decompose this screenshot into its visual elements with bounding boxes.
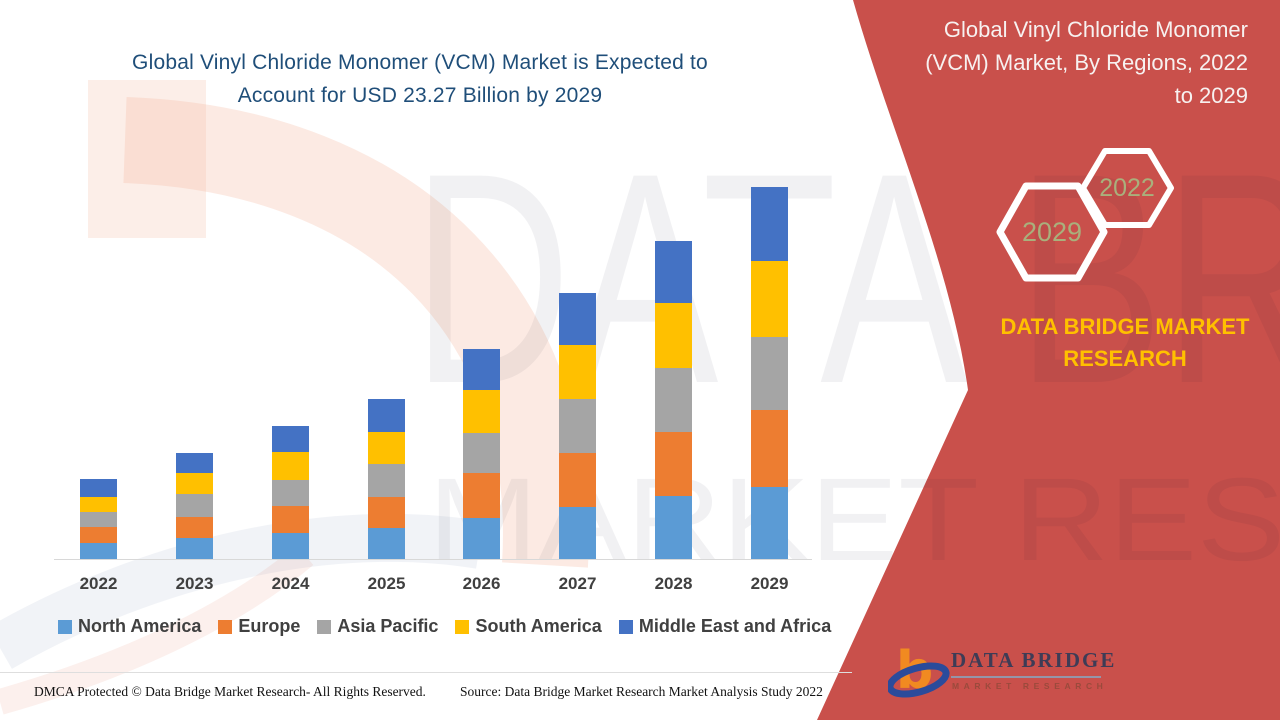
hexagon-2022: 2022 [1080,148,1174,228]
legend-label: Asia Pacific [337,616,439,636]
bar-2026 [463,348,500,559]
logo-name: DATA BRIDGE [951,648,1117,672]
bar-2022 [80,479,117,559]
bar-segment-asia-pacific [751,336,788,411]
bar-segment-north-america [559,507,596,559]
bar-segment-asia-pacific [176,494,213,517]
footer-source: Source: Data Bridge Market Research Mark… [460,684,823,699]
bar-segment-north-america [80,543,117,559]
legend-swatch [455,619,470,634]
chart-legend: North America Europe Asia Pacific South Ame… [58,616,831,637]
bar-segment-middle-east-and-africa [463,348,500,391]
bar-2029 [751,186,788,559]
bar-segment-europe [655,431,692,496]
bar-2028 [655,240,692,559]
x-axis-label-2029: 2029 [750,574,789,593]
bar-segment-asia-pacific [463,433,500,473]
bar-segment-middle-east-and-africa [559,293,596,345]
chart-title: Global Vinyl Chloride Monomer (VCM) Mark… [62,46,778,112]
legend-label: Middle East and Africa [638,616,832,636]
bar-segment-middle-east-and-africa [80,479,117,497]
bar-segment-north-america [463,518,500,559]
bar-segment-europe [751,410,788,487]
legend-swatch [58,619,72,634]
panel-title-line3: to 2029 [1174,83,1248,108]
logo-underline [951,676,1101,678]
legend-label: North America [78,616,202,636]
bar-segment-asia-pacific [655,367,692,432]
bar-2025 [368,399,405,559]
legend-item-south-america: South America [455,616,602,637]
panel-title: Global Vinyl Chloride Monomer (VCM) Mark… [876,13,1248,112]
legend-item-middle-east-and-africa: Middle East and Africa [618,616,832,637]
bar-segment-middle-east-and-africa [751,186,788,262]
x-axis-label-2022: 2022 [79,574,118,593]
hexagon-2029: 2029 [996,182,1108,282]
bar-segment-europe [80,527,117,543]
bar-segment-europe [272,506,309,534]
legend-item-europe: Europe [218,616,300,637]
bar-segment-south-america [463,390,500,434]
bar-segment-north-america [176,538,213,559]
logo-subtitle: MARKET RESEARCH [952,681,1108,691]
chart-title-line1: Global Vinyl Chloride Monomer (VCM) Mark… [132,51,708,74]
brand-text: DATA BRIDGE MARKET RESEARCH [1000,314,1250,371]
legend-label: South America [475,616,602,636]
x-axis-line [54,559,812,560]
panel-title-line1: Global Vinyl Chloride Monomer [943,17,1248,42]
bar-segment-asia-pacific [272,479,309,507]
bar-segment-europe [368,496,405,528]
legend-item-north-america: North America [58,616,201,637]
footer-copyright: DMCA Protected © Data Bridge Market Rese… [34,684,426,699]
x-axis-label-2026: 2026 [462,574,501,593]
bar-segment-asia-pacific [80,511,117,527]
bar-segment-middle-east-and-africa [272,426,309,452]
legend-label: Europe [238,616,301,636]
bar-2023 [176,452,213,559]
bar-segment-middle-east-and-africa [368,399,405,432]
bar-segment-south-america [176,473,213,495]
bar-segment-middle-east-and-africa [176,452,213,474]
legend-swatch [618,619,633,634]
x-axis-label-2023: 2023 [175,574,214,593]
bar-segment-middle-east-and-africa [655,240,692,304]
bar-segment-south-america [80,496,117,512]
bar-segment-south-america [368,431,405,464]
legend-item-asia-pacific: Asia Pacific [317,616,438,637]
logo-b-watermark [0,80,589,715]
bar-segment-north-america [655,495,692,559]
bar-segment-north-america [368,527,405,559]
bar-segment-south-america [559,344,596,400]
bar-segment-south-america [655,303,692,368]
bar-segment-europe [463,472,500,519]
legend-swatch [218,619,233,634]
svg-text:2029: 2029 [1022,217,1082,247]
bar-segment-south-america [751,261,788,337]
chart-title-line2: Account for USD 23.27 Billion by 2029 [237,84,603,107]
bar-segment-north-america [272,533,309,559]
bar-2024 [272,426,309,559]
footer-divider [0,672,852,673]
x-axis-label-2027: 2027 [558,574,597,593]
bar-segment-asia-pacific [559,399,596,453]
svg-text:2022: 2022 [1099,174,1155,202]
data-bridge-logo: b DATA BRIDGE MARKET RESEARCH [888,636,1118,706]
bar-segment-asia-pacific [368,463,405,497]
data-bridge-logo-icon: b [888,641,950,701]
bar-2027 [559,293,596,559]
bar-segment-south-america [272,451,309,480]
x-axis-label-2025: 2025 [367,574,406,593]
x-axis-label-2024: 2024 [271,574,310,593]
bar-segment-north-america [751,487,788,559]
x-axis-label-2028: 2028 [654,574,693,593]
bar-segment-europe [559,452,596,507]
panel-title-line2: (VCM) Market, By Regions, 2022 [925,50,1248,75]
legend-swatch [317,619,332,634]
bar-segment-europe [176,516,213,539]
